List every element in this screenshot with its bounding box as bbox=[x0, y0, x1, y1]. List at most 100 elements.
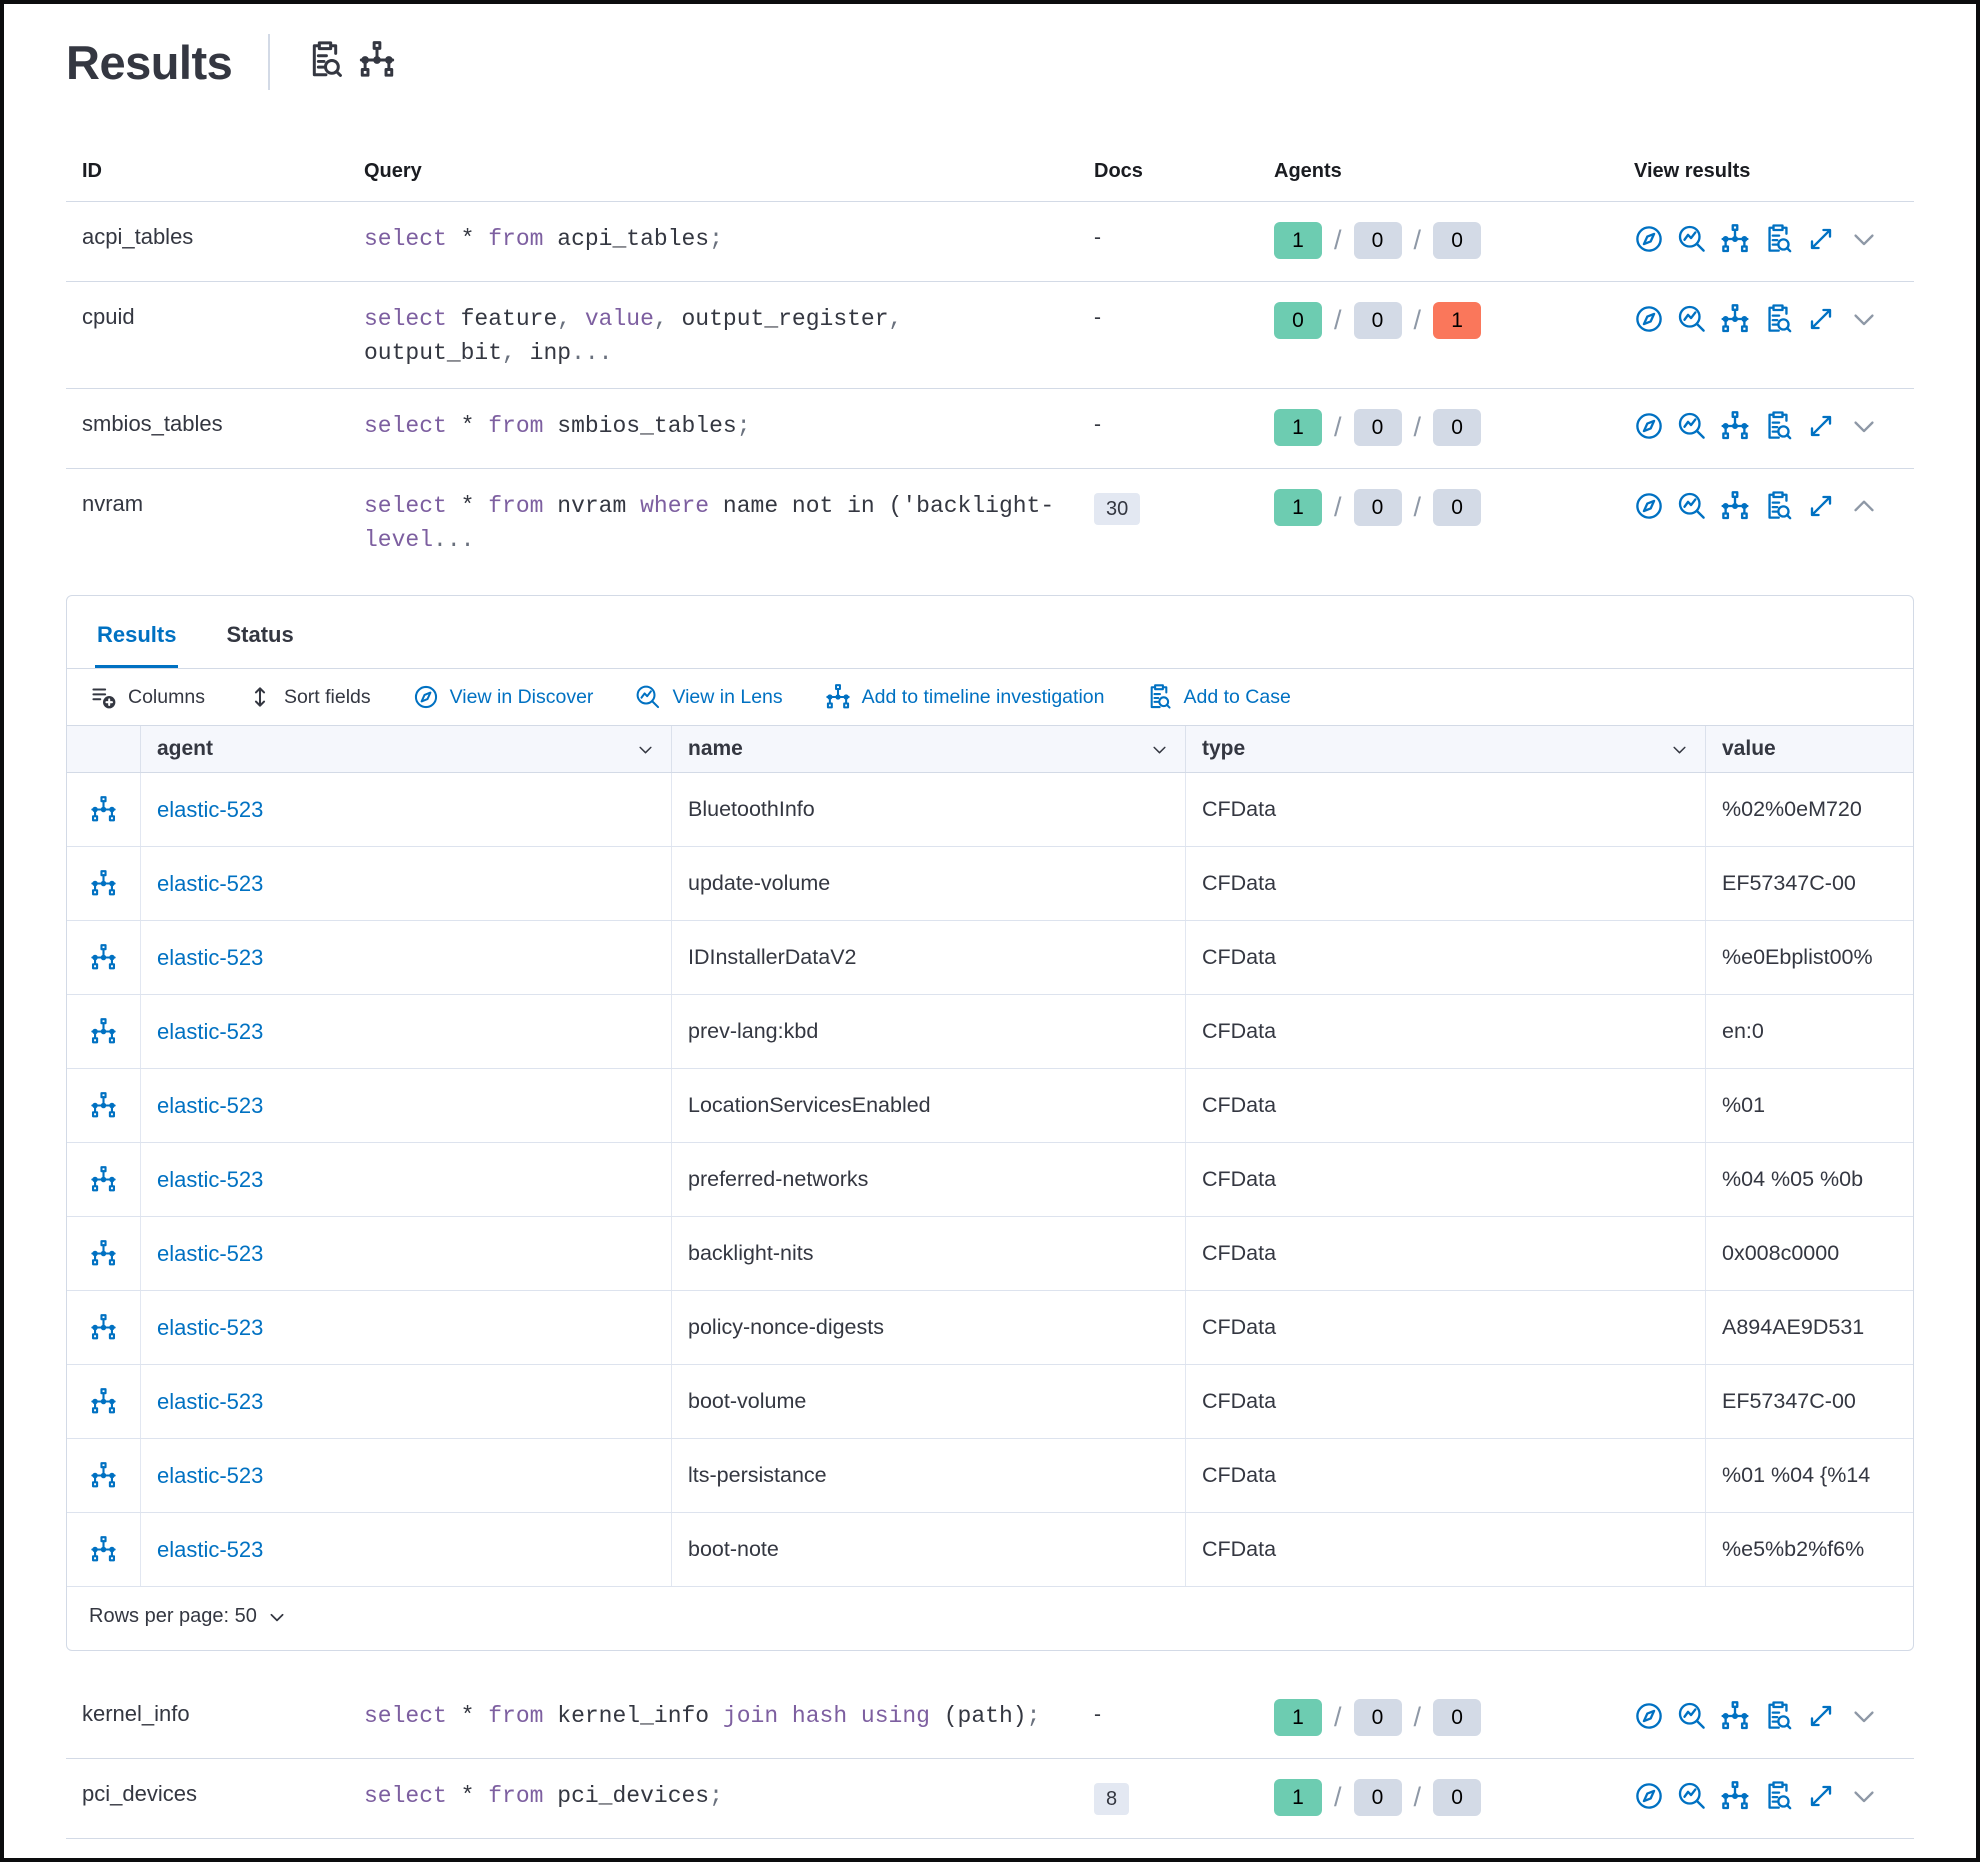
view-in-discover-icon[interactable] bbox=[1634, 304, 1664, 334]
add-to-timeline-icon[interactable] bbox=[1720, 1701, 1750, 1731]
grid-column-header-type[interactable]: type bbox=[1186, 726, 1706, 772]
table-row: elastic-523 boot-note CFData %e5%b2%f6% bbox=[67, 1513, 1913, 1587]
view-in-lens-icon[interactable] bbox=[1677, 224, 1707, 254]
view-in-lens-button[interactable]: View in Lens bbox=[635, 684, 783, 710]
add-to-case-icon[interactable] bbox=[1763, 411, 1793, 441]
view-in-discover-icon[interactable] bbox=[1634, 1701, 1664, 1731]
expand-results-icon[interactable] bbox=[1806, 491, 1836, 521]
agent-link[interactable]: elastic-523 bbox=[157, 870, 264, 896]
agent-link[interactable]: elastic-523 bbox=[157, 1240, 264, 1266]
column-header-query: Query bbox=[364, 160, 422, 182]
add-to-case-icon[interactable] bbox=[1763, 491, 1793, 521]
expand-results-icon[interactable] bbox=[1806, 1781, 1836, 1811]
add-to-timeline-button[interactable]: Add to timeline investigation bbox=[825, 684, 1104, 710]
agent-link[interactable]: elastic-523 bbox=[157, 1462, 264, 1488]
case-icon bbox=[1151, 684, 1172, 709]
query-sql: select * from smbios_tables; bbox=[348, 389, 1078, 468]
grid-column-header-value[interactable]: value bbox=[1706, 726, 1913, 772]
query-id: pci_devices bbox=[82, 1781, 197, 1806]
agent-link[interactable]: elastic-523 bbox=[157, 1166, 264, 1192]
view-in-discover-button[interactable]: View in Discover bbox=[413, 684, 593, 710]
view-in-lens-icon[interactable] bbox=[1677, 491, 1707, 521]
rows-per-page-button[interactable]: Rows per page: 50 bbox=[89, 1605, 287, 1628]
agent-link[interactable]: elastic-523 bbox=[157, 1388, 264, 1414]
add-to-case-icon[interactable] bbox=[1763, 224, 1793, 254]
row-timeline-cell bbox=[67, 1143, 141, 1216]
osquery-results-page: Results ID Query Docs Agents View result… bbox=[4, 4, 1976, 1839]
add-to-timeline-icon[interactable] bbox=[1720, 411, 1750, 441]
timeline-icon[interactable] bbox=[90, 1018, 117, 1045]
agent-link[interactable]: elastic-523 bbox=[157, 944, 264, 970]
timeline-icon[interactable] bbox=[90, 1536, 117, 1563]
timeline-icon[interactable] bbox=[358, 40, 396, 79]
view-in-discover-icon[interactable] bbox=[1634, 224, 1664, 254]
agent-count-badge-default: 0 bbox=[1353, 302, 1402, 339]
view-in-discover-icon[interactable] bbox=[1634, 1781, 1664, 1811]
add-to-timeline-icon[interactable] bbox=[1720, 224, 1750, 254]
name-cell: backlight-nits bbox=[672, 1217, 1186, 1290]
grid-column-header-agent[interactable]: agent bbox=[141, 726, 672, 772]
timeline-icon[interactable] bbox=[90, 1092, 117, 1119]
timeline-icon[interactable] bbox=[90, 796, 117, 823]
header-divider bbox=[268, 34, 271, 90]
timeline-icon[interactable] bbox=[90, 1388, 117, 1415]
results-toolbar: Columns Sort fields View in Discover View i… bbox=[67, 669, 1913, 725]
agent-link[interactable]: elastic-523 bbox=[157, 1314, 264, 1340]
view-in-discover-icon[interactable] bbox=[1634, 411, 1664, 441]
grid-footer: Rows per page: 50 bbox=[67, 1587, 1913, 1650]
agent-link[interactable]: elastic-523 bbox=[157, 796, 264, 822]
inspect-queries-icon[interactable] bbox=[306, 40, 344, 79]
grid-column-header-name[interactable]: name bbox=[672, 726, 1186, 772]
name-cell: update-volume bbox=[672, 847, 1186, 920]
expand-results-icon[interactable] bbox=[1806, 1701, 1836, 1731]
results-status-tabs: Results Status bbox=[67, 596, 1913, 669]
view-in-discover-icon[interactable] bbox=[1634, 491, 1664, 521]
agent-link[interactable]: elastic-523 bbox=[157, 1018, 264, 1044]
timeline-icon[interactable] bbox=[90, 1240, 117, 1267]
columns-button[interactable]: Columns bbox=[91, 684, 205, 710]
docs-count-badge: 30 bbox=[1094, 493, 1141, 525]
expand-results-icon[interactable] bbox=[1806, 411, 1836, 441]
expand-row-chevron-icon[interactable] bbox=[1849, 1781, 1879, 1811]
view-in-lens-icon[interactable] bbox=[1677, 411, 1707, 441]
grid-body: elastic-523 BluetoothInfo CFData %02%0eM… bbox=[67, 773, 1913, 1587]
add-to-case-button[interactable]: Add to Case bbox=[1146, 684, 1291, 710]
expand-row-chevron-icon[interactable] bbox=[1849, 224, 1879, 254]
agent-link[interactable]: elastic-523 bbox=[157, 1536, 264, 1562]
add-to-case-icon[interactable] bbox=[1763, 304, 1793, 334]
add-to-timeline-icon[interactable] bbox=[1720, 1781, 1750, 1811]
timeline-icon[interactable] bbox=[90, 1314, 117, 1341]
collapse-row-chevron-icon[interactable] bbox=[1849, 491, 1879, 521]
expand-row-chevron-icon[interactable] bbox=[1849, 1701, 1879, 1731]
timeline-icon[interactable] bbox=[90, 870, 117, 897]
view-in-lens-icon[interactable] bbox=[1677, 1781, 1707, 1811]
add-to-timeline-icon[interactable] bbox=[1720, 304, 1750, 334]
query-sql: select * from nvram where name not in ('… bbox=[348, 469, 1078, 575]
timeline-icon[interactable] bbox=[90, 1462, 117, 1489]
tab-results[interactable]: Results bbox=[95, 596, 178, 668]
add-to-case-icon[interactable] bbox=[1763, 1781, 1793, 1811]
sql-token: ; bbox=[1026, 1703, 1041, 1729]
view-in-lens-icon bbox=[1678, 1782, 1705, 1809]
expand-results-icon[interactable] bbox=[1806, 304, 1836, 334]
expand-row-chevron-icon[interactable] bbox=[1849, 411, 1879, 441]
expand-results-icon bbox=[1810, 1705, 1832, 1727]
timeline-icon[interactable] bbox=[90, 1166, 117, 1193]
name-cell: policy-nonce-digests bbox=[672, 1291, 1186, 1364]
slash-separator: / bbox=[1413, 492, 1422, 522]
view-in-lens-icon[interactable] bbox=[1677, 304, 1707, 334]
agent-link[interactable]: elastic-523 bbox=[157, 1092, 264, 1118]
expand-row-chevron-icon[interactable] bbox=[1849, 304, 1879, 334]
table-row: elastic-523 LocationServicesEnabled CFDa… bbox=[67, 1069, 1913, 1143]
tab-status[interactable]: Status bbox=[224, 596, 295, 668]
value-cell: %e0Ebplist00% bbox=[1722, 945, 1873, 969]
add-to-timeline-icon[interactable] bbox=[1720, 491, 1750, 521]
timeline-icon[interactable] bbox=[90, 944, 117, 971]
sort-fields-button[interactable]: Sort fields bbox=[247, 684, 371, 710]
grid-column-label: value bbox=[1722, 737, 1776, 760]
sql-token: pci_devices bbox=[543, 1783, 710, 1809]
expand-results-icon[interactable] bbox=[1806, 224, 1836, 254]
type-cell: CFData bbox=[1186, 773, 1706, 846]
add-to-case-icon[interactable] bbox=[1763, 1701, 1793, 1731]
view-in-lens-icon[interactable] bbox=[1677, 1701, 1707, 1731]
